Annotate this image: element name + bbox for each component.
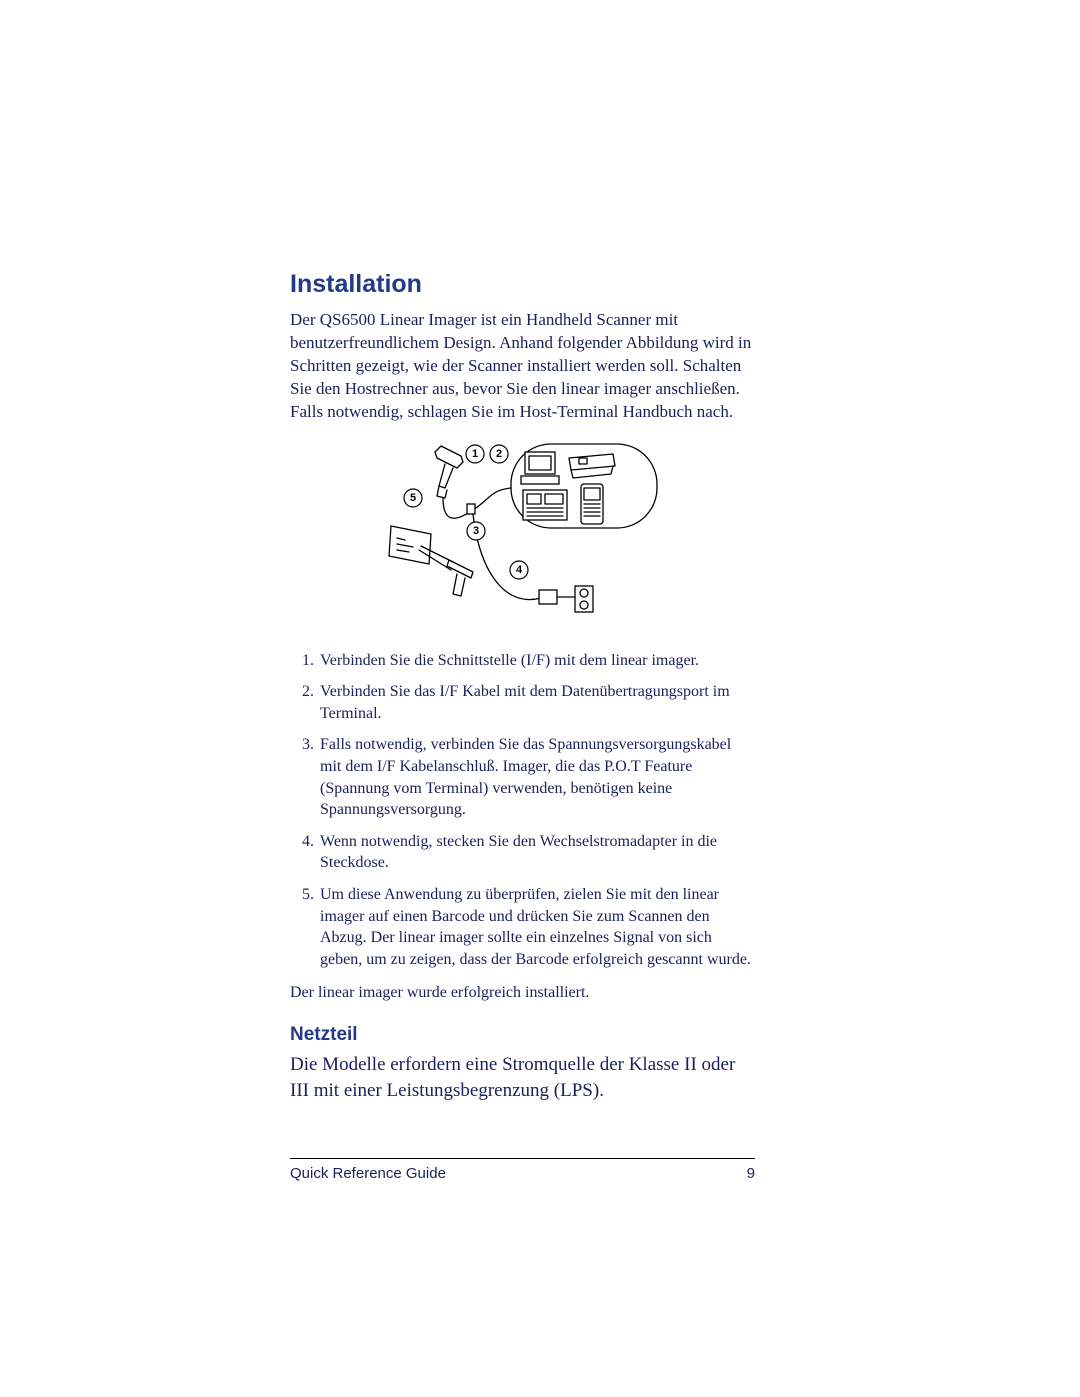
cable-connector-icon [467, 504, 475, 514]
footer-left-text: Quick Reference Guide [290, 1165, 446, 1182]
interface-cable-icon [443, 488, 511, 518]
svg-text:5: 5 [409, 492, 415, 504]
footer-rule [290, 1158, 755, 1159]
heading-netzteil: Netzteil [290, 1024, 755, 1046]
diagram-label-4: 4 [510, 561, 528, 579]
diagram-label-3: 3 [467, 522, 485, 540]
footer-area: Quick Reference Guide 9 [290, 1158, 755, 1182]
svg-text:4: 4 [515, 564, 522, 576]
handheld-scanner-icon [435, 446, 463, 498]
heading-installation: Installation [290, 270, 755, 299]
diagram-label-2: 2 [490, 445, 508, 463]
step-1: Verbinden Sie die Schnittstelle (I/F) mi… [318, 650, 755, 672]
scanner-in-use-icon [389, 526, 473, 596]
intro-paragraph: Der QS6500 Linear Imager ist ein Handhel… [290, 309, 755, 424]
host-terminals-group-icon [511, 444, 657, 528]
handheld-terminal-icon [581, 484, 603, 524]
footer-page-number: 9 [747, 1165, 755, 1182]
step-3: Falls notwendig, verbinden Sie das Spann… [318, 734, 755, 820]
diagram-label-1: 1 [466, 445, 484, 463]
document-page: Installation Der QS6500 Linear Imager is… [0, 0, 1080, 1397]
svg-text:3: 3 [472, 525, 478, 537]
diagram-label-5: 5 [404, 489, 422, 507]
footer-row: Quick Reference Guide 9 [290, 1165, 755, 1182]
closing-paragraph: Der linear imager wurde erfolgreich inst… [290, 984, 755, 1002]
svg-text:2: 2 [495, 448, 501, 460]
content-column: Installation Der QS6500 Linear Imager is… [290, 270, 755, 1182]
wall-outlet-icon [575, 586, 593, 612]
ac-adapter-icon [539, 590, 557, 604]
diagram-svg: 1 2 3 4 5 [383, 438, 663, 628]
step-4: Wenn notwendig, stecken Sie den Wechsels… [318, 831, 755, 874]
svg-text:1: 1 [471, 448, 477, 460]
installation-diagram: 1 2 3 4 5 [290, 438, 755, 628]
step-2: Verbinden Sie das I/F Kabel mit dem Date… [318, 681, 755, 724]
monitor-icon [521, 452, 559, 484]
netzteil-body: Die Modelle erfordern eine Stromquelle d… [290, 1052, 755, 1103]
cash-register-icon [523, 490, 567, 520]
step-5: Um diese Anwendung zu überprüfen, zielen… [318, 884, 755, 970]
installation-steps: Verbinden Sie die Schnittstelle (I/F) mi… [290, 650, 755, 971]
